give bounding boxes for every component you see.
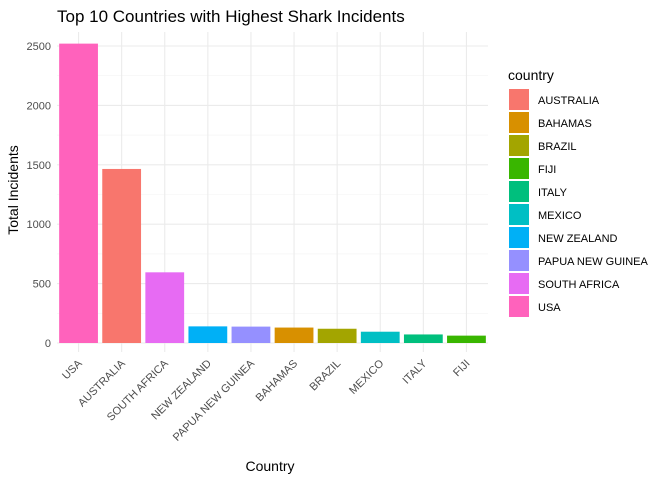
legend-label: PAPUA NEW GUINEA: [538, 256, 648, 268]
legend-swatch: [509, 135, 529, 156]
legend-label: SOUTH AFRICA: [538, 279, 620, 291]
bars: [59, 43, 486, 344]
bar-brazil: [317, 328, 357, 343]
legend-swatch: [509, 250, 529, 271]
legend-label: MEXICO: [538, 210, 582, 222]
legend-items: AUSTRALIA BAHAMAS BRAZIL FIJI ITALY MEXICO NEW…: [509, 89, 648, 317]
legend-swatch: [509, 296, 529, 317]
y-tick-label: 2500: [27, 41, 51, 53]
legend-label: USA: [538, 302, 561, 314]
x-tick-label: BAHAMAS: [254, 358, 301, 405]
y-axis-title: Total Incidents: [5, 145, 21, 235]
y-axis-ticks: 0 500 1000 1500 2000 2500: [27, 41, 51, 350]
legend-label: ITALY: [538, 187, 568, 199]
bar-mexico: [360, 331, 400, 343]
legend-title: country: [508, 67, 554, 83]
legend: country AUSTRALIA BAHAMAS BRAZIL FIJI ITALY M…: [508, 67, 648, 317]
legend-label: BRAZIL: [538, 141, 577, 153]
x-tick-label: PAPUA NEW GUINEA: [171, 357, 258, 444]
legend-label: AUSTRALIA: [538, 95, 600, 107]
bar-bahamas: [274, 327, 314, 343]
x-tick-label: ITALY: [401, 357, 430, 386]
legend-label: NEW ZEALAND: [538, 233, 618, 245]
chart-title: Top 10 Countries with Highest Shark Inci…: [57, 7, 405, 26]
legend-swatch: [509, 112, 529, 133]
x-tick-label: BRAZIL: [308, 358, 344, 394]
x-tick-label: MEXICO: [347, 357, 386, 396]
legend-swatch: [509, 181, 529, 202]
bar-italy: [403, 334, 443, 343]
bar-fiji: [447, 335, 486, 343]
legend-label: FIJI: [538, 164, 556, 176]
bar-new-zealand: [188, 326, 228, 343]
y-tick-label: 1000: [27, 219, 51, 231]
bar-usa: [59, 43, 98, 344]
legend-swatch: [509, 273, 529, 294]
y-tick-label: 1500: [27, 160, 51, 172]
bar-south-africa: [145, 272, 185, 343]
bar-papua-new-guinea: [231, 326, 271, 343]
x-tick-label: USA: [60, 357, 85, 382]
legend-swatch: [509, 204, 529, 225]
legend-swatch: [509, 158, 529, 179]
x-tick-label: FIJI: [451, 358, 472, 379]
bar-australia: [102, 168, 142, 343]
legend-swatch: [509, 227, 529, 248]
y-tick-label: 2000: [27, 100, 51, 112]
legend-label: BAHAMAS: [538, 118, 592, 130]
legend-swatch: [509, 89, 529, 110]
x-axis-title: Country: [245, 458, 294, 474]
y-tick-label: 0: [45, 338, 51, 350]
y-tick-label: 500: [33, 279, 51, 291]
